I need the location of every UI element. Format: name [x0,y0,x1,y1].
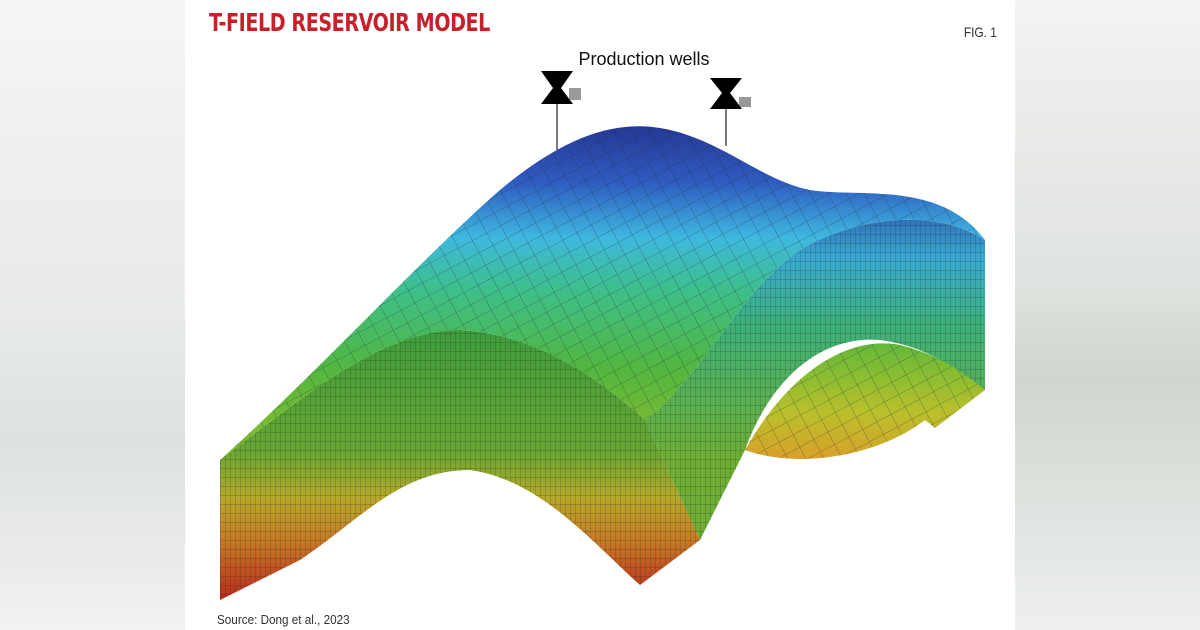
well-tag [569,88,581,100]
background-right [1015,0,1200,630]
top-surface-grid [220,126,985,460]
figure-title: T-FIELD RESERVOIR MODEL [209,8,490,37]
figure-label: FIG. 1 [963,24,997,40]
well-icon [710,78,742,109]
front-face-grid [220,330,700,600]
background-left [0,0,185,630]
source-note: Source: Dong et al., 2023 [217,612,350,627]
annotation: Production wells [578,49,709,69]
right-face-grid [645,219,985,540]
well-icon [541,71,573,104]
lower-wing-grid [745,343,985,459]
well-tag [739,97,751,107]
